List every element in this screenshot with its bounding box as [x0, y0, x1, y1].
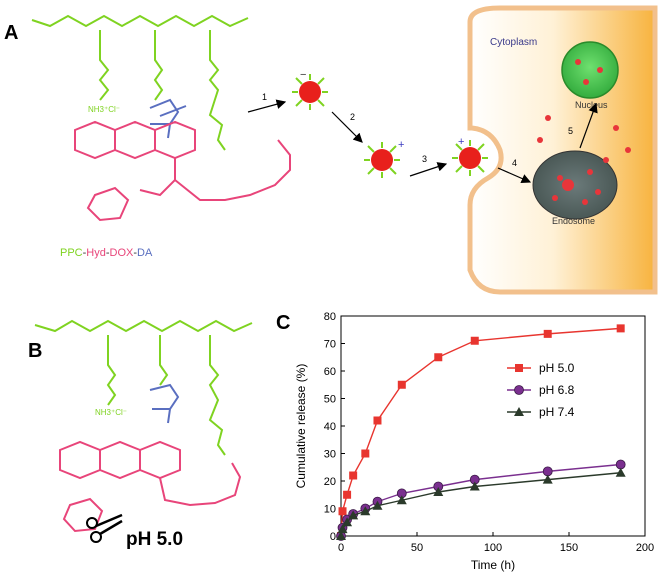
- cytoplasm-label: Cytoplasm: [490, 37, 537, 48]
- nanoparticle-2: [364, 142, 400, 178]
- endosome-label: Endosome: [552, 216, 595, 226]
- x-tick-label: 50: [411, 542, 423, 554]
- series-2: [336, 467, 626, 540]
- polymer-backbone-b: [34, 319, 253, 333]
- step-2-label: 2: [350, 112, 355, 122]
- compound-label: PPC-Hyd-DOX-DA: [60, 247, 153, 259]
- x-tick-label: 100: [484, 542, 502, 554]
- series-line: [340, 472, 621, 537]
- compound-part-ppc: PPC: [60, 247, 83, 259]
- y-tick-label: 30: [324, 449, 336, 461]
- dimethylmaleic-group-b: [149, 383, 180, 424]
- data-point: [336, 531, 346, 540]
- nucleus-label: Nucleus: [575, 100, 608, 110]
- legend-label: pH 5.0: [539, 361, 575, 375]
- step-4-label: 4: [512, 158, 517, 168]
- hydrazone-linker: [174, 139, 291, 201]
- charge-plus-1: +: [398, 139, 404, 151]
- hydrazone-linker-b: [159, 462, 242, 507]
- panel-label-b: B: [28, 340, 43, 362]
- side-chain-3: [208, 30, 226, 151]
- compound-part-dox: DOX: [110, 247, 135, 259]
- panel-label-c: C: [276, 312, 291, 334]
- data-point: [433, 487, 444, 496]
- side-chain-b3: [208, 335, 226, 456]
- y-axis-label: Cumulative release (%): [294, 364, 308, 489]
- y-tick-label: 10: [324, 504, 336, 516]
- y-tick-label: 50: [324, 394, 336, 406]
- data-point: [342, 517, 353, 527]
- data-point: [349, 471, 358, 480]
- step-5-label: 5: [568, 126, 573, 136]
- legend-marker: [515, 364, 523, 372]
- legend-label: pH 7.4: [539, 405, 575, 419]
- nanoparticle-1: [292, 74, 328, 110]
- doxorubicin-rings: [74, 120, 196, 197]
- scissors-icon: [86, 513, 123, 543]
- sugar-ring-b: [62, 497, 104, 533]
- charge-minus-1: −: [300, 69, 306, 81]
- data-point: [542, 466, 553, 477]
- panel-label-a: A: [4, 22, 19, 44]
- data-point: [343, 490, 352, 499]
- x-tick-label: 0: [338, 542, 344, 554]
- data-point: [361, 449, 370, 458]
- nanoparticle-3: [452, 140, 488, 176]
- data-point: [372, 500, 383, 510]
- side-chain-b2: [159, 335, 169, 386]
- data-point: [338, 507, 347, 516]
- chart-axes: 0 50 100 150 200 0 10 20 30 40 50 60 70 80 Time (h) Cum…: [294, 311, 654, 572]
- series-1: [336, 459, 626, 541]
- side-chain-b1: [106, 335, 117, 406]
- nucleus: [561, 41, 619, 99]
- data-point: [337, 524, 348, 534]
- side-chain-1: [98, 30, 110, 101]
- data-point: [542, 474, 553, 484]
- y-tick-label: 0: [330, 531, 336, 543]
- x-tick-label: 150: [560, 542, 578, 554]
- endosome: [532, 150, 618, 220]
- scheme-panel-b: NH3⁺Cl⁻ pH 5.0: [34, 319, 253, 550]
- amine-label: NH3⁺Cl⁻: [88, 105, 120, 114]
- data-point: [470, 336, 479, 345]
- step-1-label: 1: [262, 92, 267, 102]
- x-tick-label: 200: [636, 542, 654, 554]
- scheme-panel-a: Cytoplasm Nucleus Endosome 5 NH3⁺Cl⁻ PPC…: [31, 5, 658, 295]
- legend-label: pH 6.8: [539, 383, 575, 397]
- x-axis-label: Time (h): [471, 558, 515, 572]
- data-point: [396, 495, 407, 505]
- data-point: [373, 416, 382, 425]
- charge-plus-2: +: [458, 136, 464, 148]
- chart-series: [336, 324, 626, 541]
- release-chart: 0 50 100 150 200 0 10 20 30 40 50 60 70 80 Time (h) Cum…: [294, 311, 654, 572]
- series-line: [340, 463, 621, 537]
- data-point: [543, 329, 552, 338]
- y-tick-label: 80: [324, 311, 336, 323]
- step-3-label: 3: [422, 154, 427, 164]
- y-tick-label: 60: [324, 366, 336, 378]
- cleave-ph-label: pH 5.0: [126, 529, 183, 550]
- legend-marker: [514, 407, 524, 416]
- y-tick-label: 20: [324, 476, 336, 488]
- data-point: [616, 324, 625, 333]
- sugar-ring: [86, 186, 130, 222]
- chart-legend: pH 5.0 pH 6.8 pH 7.4: [507, 361, 575, 419]
- legend-marker: [514, 385, 524, 395]
- compound-part-hyd: Hyd: [86, 247, 106, 259]
- polymer-backbone: [31, 14, 249, 28]
- doxorubicin-rings-b: [59, 440, 181, 480]
- y-tick-label: 70: [324, 339, 336, 351]
- amine-label-b: NH3⁺Cl⁻: [95, 408, 127, 417]
- data-point: [397, 380, 406, 389]
- compound-part-da: DA: [137, 247, 153, 259]
- data-point: [348, 510, 359, 520]
- data-point: [360, 506, 371, 516]
- data-point: [615, 459, 626, 470]
- y-tick-label: 40: [324, 421, 336, 433]
- data-point: [615, 467, 626, 477]
- data-point: [434, 353, 443, 362]
- side-chain-2: [153, 30, 164, 101]
- dimethylmaleic-group: [149, 98, 187, 139]
- data-point: [469, 481, 480, 491]
